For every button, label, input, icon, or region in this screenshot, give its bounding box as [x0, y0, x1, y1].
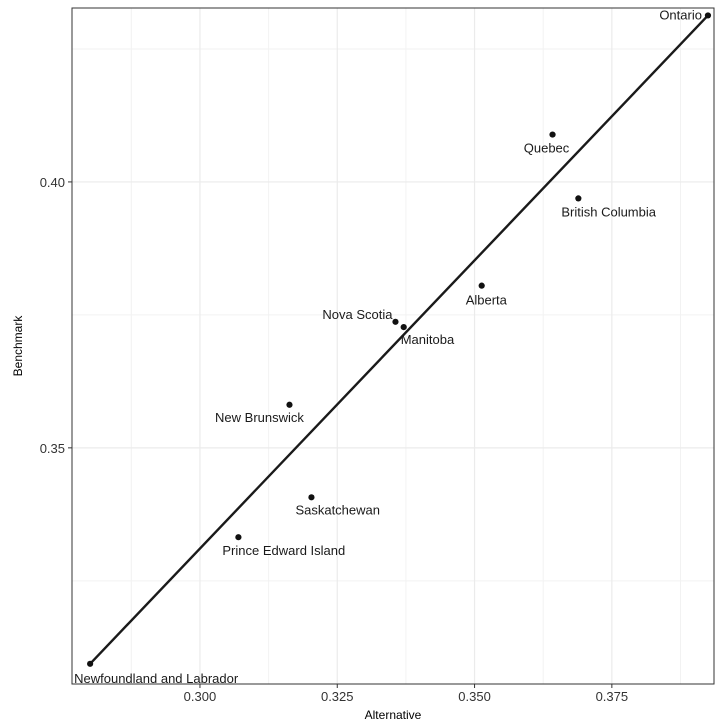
point-label: Manitoba — [401, 332, 455, 347]
x-tick-label: 0.300 — [184, 689, 217, 704]
point-labels: Ontario Quebec British Columbia Alberta Nova… — [74, 7, 702, 685]
point-label: Prince Edward Island — [222, 543, 345, 558]
data-point — [392, 318, 399, 325]
y-tick-label: 0.40 — [40, 175, 65, 190]
data-point — [400, 324, 407, 331]
x-axis-title: Alternative — [365, 708, 422, 722]
data-point — [308, 494, 315, 501]
point-label: New Brunswick — [215, 410, 304, 425]
data-point — [87, 660, 94, 667]
data-point — [575, 195, 582, 202]
y-axis-title: Benchmark — [11, 315, 25, 377]
grid-major — [72, 8, 714, 684]
point-label: Quebec — [524, 141, 570, 156]
y-tick-label: 0.35 — [40, 441, 65, 456]
point-label: British Columbia — [561, 204, 656, 219]
data-point — [478, 282, 485, 289]
x-tick-label: 0.350 — [458, 689, 491, 704]
data-point — [235, 534, 242, 541]
y-axis-ticks: 0.35 0.40 — [40, 175, 72, 456]
data-point — [549, 131, 556, 138]
x-tick-label: 0.325 — [321, 689, 354, 704]
x-tick-label: 0.375 — [596, 689, 629, 704]
x-axis-ticks: 0.300 0.325 0.350 0.375 — [184, 684, 628, 704]
panel-border — [71, 7, 715, 685]
point-label: Alberta — [466, 293, 508, 308]
point-label: Newfoundland and Labrador — [74, 671, 239, 686]
point-label: Nova Scotia — [322, 307, 393, 322]
fit-line — [89, 14, 709, 665]
point-label: Ontario — [659, 7, 702, 22]
point-label: Saskatchewan — [295, 502, 380, 517]
data-points — [87, 12, 712, 667]
data-point — [704, 12, 712, 19]
data-point — [286, 401, 293, 408]
grid-minor — [72, 8, 714, 684]
